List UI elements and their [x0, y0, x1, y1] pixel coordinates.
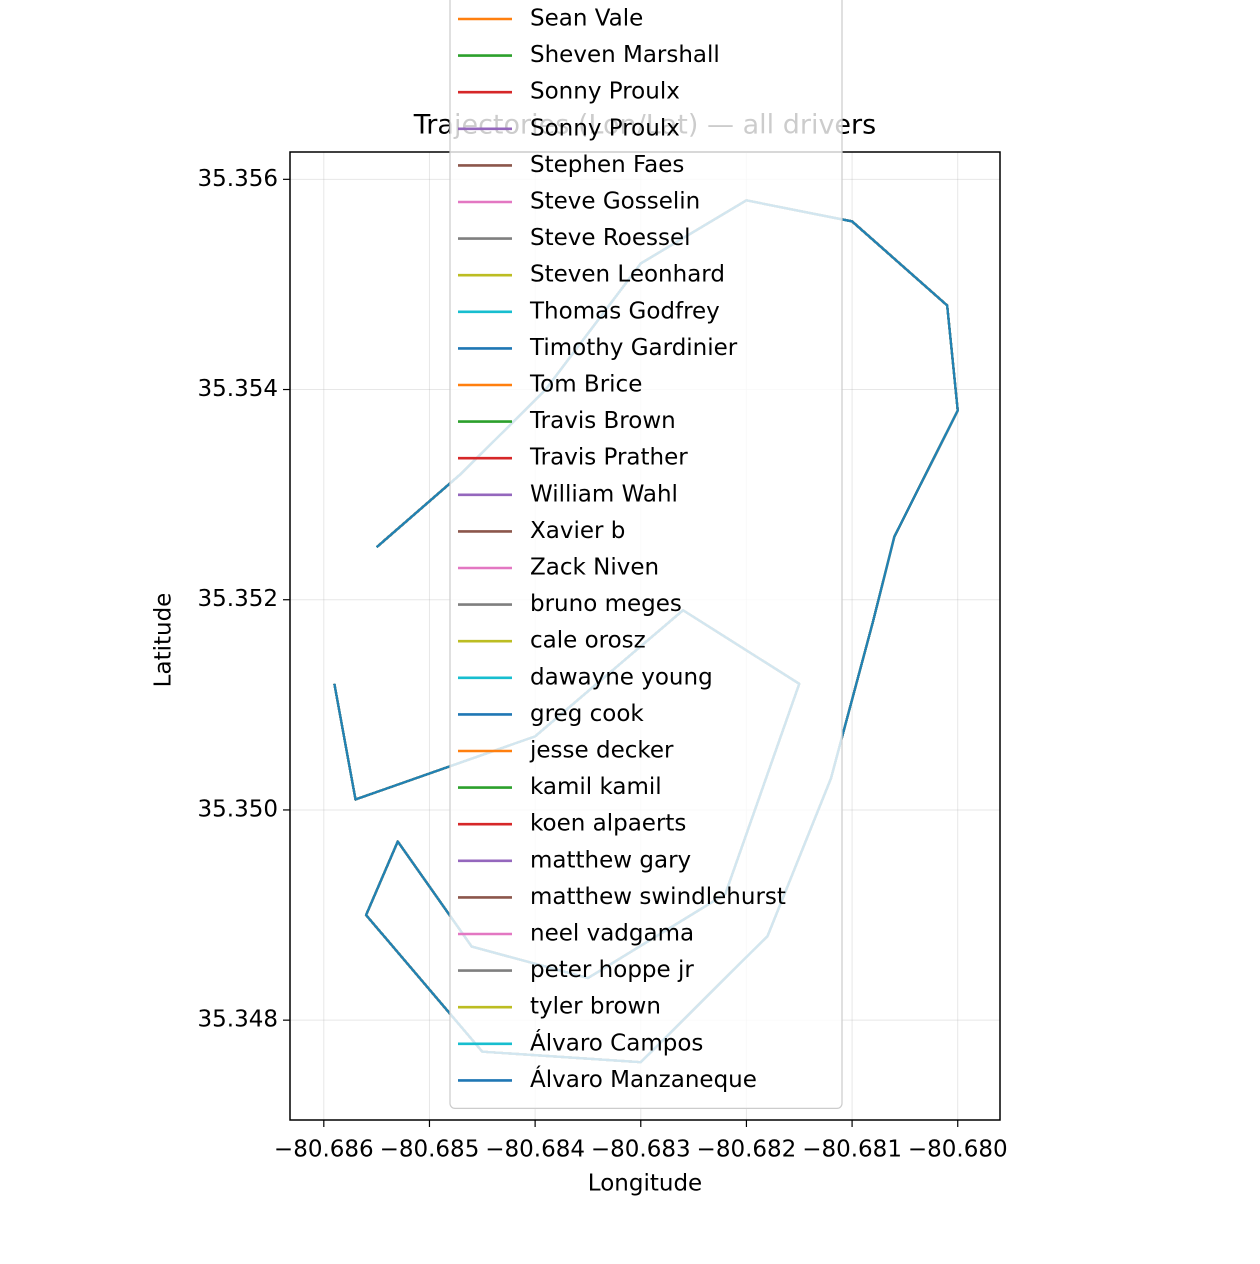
x-tick-label: −80.682 — [697, 1137, 797, 1163]
legend-label: Sheven Marshall — [530, 42, 720, 68]
y-tick-label: 35.350 — [198, 796, 278, 822]
legend-label: Zack Niven — [530, 555, 659, 581]
legend-label: neel vadgama — [530, 921, 694, 947]
x-tick-label: −80.680 — [908, 1137, 1008, 1163]
legend-label: bruno meges — [530, 591, 682, 617]
legend-label: Sean Vale — [530, 6, 643, 32]
legend-label: Thomas Godfrey — [529, 298, 720, 324]
legend-box — [449, 0, 843, 1109]
y-tick-label: 35.354 — [198, 376, 278, 402]
legend-label: Sonny Proulx — [530, 79, 680, 105]
legend-label: matthew swindlehurst — [530, 884, 786, 910]
legend-label: matthew gary — [530, 847, 691, 873]
legend-label: dawayne young — [530, 664, 713, 690]
x-axis-label: Longitude — [588, 1171, 702, 1197]
legend-label: Sonny Proulx — [530, 115, 680, 141]
legend-label: koen alpaerts — [530, 811, 686, 837]
legend-label: kamil kamil — [530, 774, 662, 800]
legend-label: tyler brown — [530, 994, 661, 1020]
legend-label: Steve Gosselin — [530, 189, 700, 215]
legend-label: Travis Brown — [529, 408, 676, 434]
y-tick-label: 35.352 — [198, 586, 278, 612]
legend-label: Steve Roessel — [530, 225, 691, 251]
x-tick-label: −80.685 — [380, 1137, 480, 1163]
legend-label: cale orosz — [530, 628, 646, 654]
legend-label: Steven Leonhard — [530, 262, 725, 288]
x-tick-label: −80.681 — [802, 1137, 902, 1163]
legend-label: William Wahl — [530, 481, 678, 507]
y-axis-label: Latitude — [151, 593, 177, 688]
x-tick-label: −80.686 — [274, 1137, 374, 1163]
y-tick-label: 35.356 — [198, 166, 278, 192]
y-tick-label: 35.348 — [198, 1007, 278, 1033]
legend-label: Tom Brice — [529, 372, 642, 398]
legend-label: Stephen Faes — [530, 152, 684, 178]
legend-label: Álvaro Manzaneque — [530, 1065, 757, 1093]
legend-label: Xavier b — [530, 518, 625, 544]
legend-label: Timothy Gardinier — [529, 335, 738, 361]
legend-label: Álvaro Campos — [530, 1028, 703, 1056]
legend-label: Travis Prather — [529, 445, 688, 471]
legend: Sean Vale Sheven Marshall Sonny Proulx Sonn… — [449, 0, 843, 1109]
x-tick-label: −80.683 — [591, 1137, 691, 1163]
x-tick-label: −80.684 — [485, 1137, 585, 1163]
legend-label: jesse decker — [529, 738, 674, 764]
legend-label: peter hoppe jr — [530, 957, 694, 983]
legend-label: greg cook — [530, 701, 644, 727]
